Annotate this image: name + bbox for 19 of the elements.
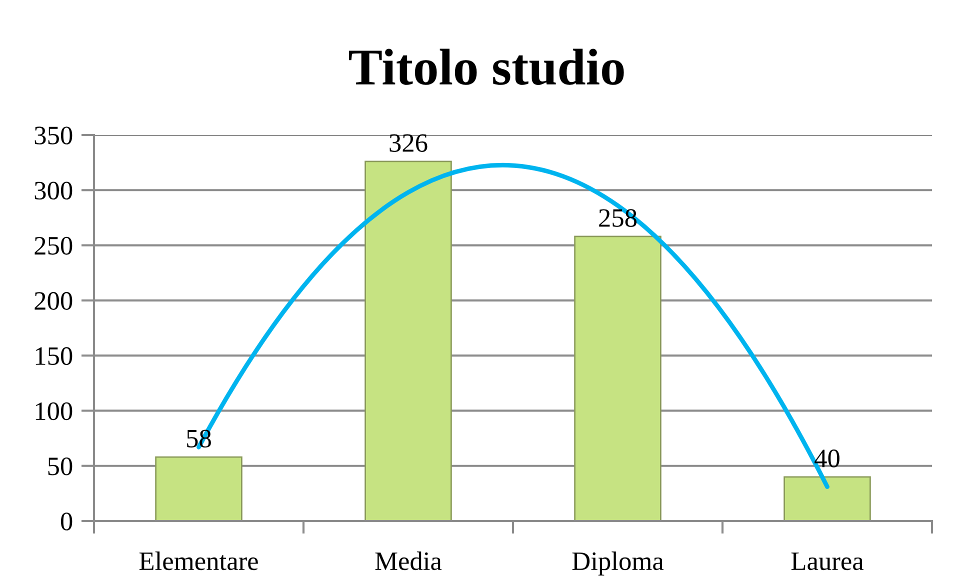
- y-tick-label: 200: [34, 292, 72, 310]
- y-tick-label: 0: [60, 512, 72, 530]
- y-tick-label: 350: [34, 126, 72, 144]
- bar: [364, 160, 452, 521]
- bar: [574, 236, 662, 521]
- bar: [155, 456, 242, 521]
- y-tick-label: 300: [34, 182, 72, 200]
- x-tick-label: Elementare: [139, 552, 258, 570]
- data-label: 326: [390, 134, 428, 152]
- x-tick-label: Media: [375, 552, 442, 570]
- bar: [784, 476, 871, 521]
- data-label: 40: [814, 450, 840, 468]
- y-tick-label: 150: [36, 347, 72, 365]
- y-tick-label: 50: [48, 457, 72, 476]
- chart-title: Titolo studio: [349, 48, 624, 85]
- y-tick-label: 250: [34, 236, 72, 255]
- x-tick-label: Diploma: [572, 552, 664, 576]
- y-tick-label: 100: [36, 402, 72, 420]
- x-tick-label: Laurea: [791, 552, 864, 570]
